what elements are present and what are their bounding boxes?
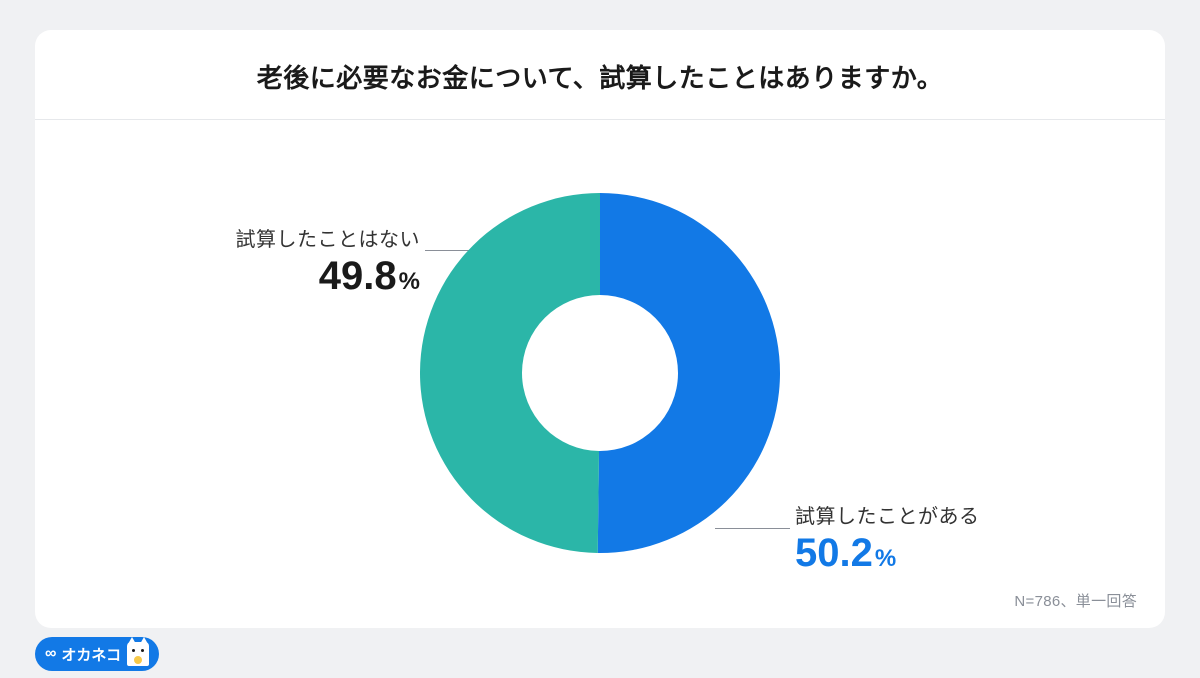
leader-line-right — [715, 528, 790, 529]
brand-name: オカネコ — [61, 644, 121, 665]
brand-cat-icon — [127, 642, 149, 666]
donut-slice — [420, 193, 600, 553]
pct-symbol: % — [399, 268, 420, 295]
donut-chart — [420, 193, 780, 553]
slice-value-num-right: 50.2 — [795, 531, 873, 575]
slice-value-left: 49.8% — [180, 256, 420, 296]
pct-symbol: % — [875, 545, 896, 572]
slice-label-left: 試算したことはない 49.8% — [180, 223, 420, 296]
brand-symbol: ∞ — [45, 645, 55, 663]
slice-value-right: 50.2% — [795, 533, 1095, 573]
donut-slice — [598, 193, 780, 553]
slice-label-right: 試算したことがある 50.2% — [795, 500, 1095, 573]
chart-card: 老後に必要なお金について、試算したことはありますか。 試算したことはない 49.… — [35, 30, 1165, 628]
chart-title: 老後に必要なお金について、試算したことはありますか。 — [55, 58, 1145, 95]
slice-label-text-left: 試算したことはない — [180, 223, 420, 252]
footer-note: N=786、単一回答 — [1014, 590, 1137, 611]
slice-value-num-left: 49.8 — [319, 254, 397, 298]
title-bar: 老後に必要なお金について、試算したことはありますか。 — [35, 30, 1165, 120]
brand-badge: ∞ オカネコ — [35, 637, 159, 671]
chart-area: 試算したことはない 49.8% 試算したことがある 50.2% N=786、単一… — [35, 120, 1165, 625]
slice-label-text-right: 試算したことがある — [795, 500, 1095, 529]
